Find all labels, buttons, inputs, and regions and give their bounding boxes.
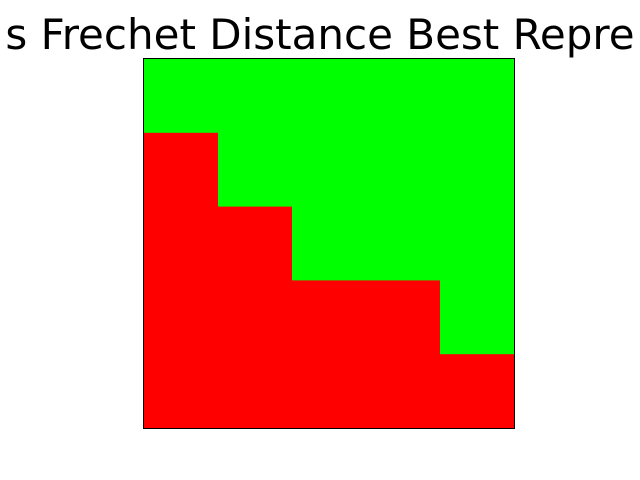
heatmap-cell-0-2: [292, 59, 367, 134]
heatmap-cell-1-1: [218, 132, 293, 208]
heatmap-cell-3-2: [292, 280, 367, 355]
heatmap-cell-4-3: [366, 354, 441, 429]
heatmap-cell-1-4: [440, 132, 515, 208]
heatmap-cell-3-4: [440, 280, 515, 355]
heatmap-cell-2-2: [292, 206, 367, 281]
heatmap-cell-0-4: [440, 59, 515, 134]
heatmap-cell-3-0: [144, 280, 219, 355]
heatmap-chart: [143, 58, 515, 429]
heatmap-cell-2-1: [218, 206, 293, 281]
heatmap-cell-0-1: [218, 59, 293, 134]
heatmap-cell-1-3: [366, 132, 441, 208]
heatmap-cell-0-3: [366, 59, 441, 134]
heatmap-cell-4-2: [292, 354, 367, 429]
heatmap-cell-1-0: [144, 132, 219, 208]
heatmap-cell-2-0: [144, 206, 219, 281]
heatmap-cell-0-0: [144, 59, 219, 134]
heatmap-cell-2-3: [366, 206, 441, 281]
heatmap-cell-4-1: [218, 354, 293, 429]
heatmap-cell-3-3: [366, 280, 441, 355]
heatmap-cell-4-4: [440, 354, 515, 429]
plot-frame: [143, 58, 515, 429]
heatmap-cell-4-0: [144, 354, 219, 429]
chart-title: s Frechet Distance Best Repre: [5, 10, 635, 59]
heatmap-cell-1-2: [292, 132, 367, 208]
heatmap-cell-2-4: [440, 206, 515, 281]
title-area: s Frechet Distance Best Repre: [0, 0, 640, 60]
heatmap-cell-3-1: [218, 280, 293, 355]
